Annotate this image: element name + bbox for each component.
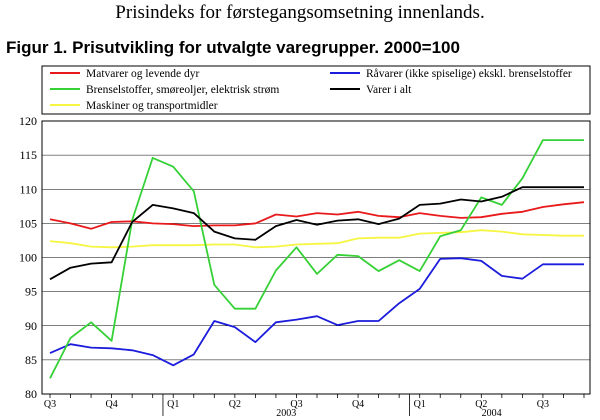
series-line [49, 139, 584, 379]
x-tick-label: Q4 [105, 399, 117, 410]
y-tick-label: 115 [19, 148, 37, 162]
y-tick-label: 80 [25, 387, 37, 401]
y-tick-label: 85 [25, 353, 37, 367]
legend-label: Brenselstoffer, smøreoljer, elektrisk st… [86, 84, 279, 96]
legend-label: Matvarer og levende dyr [86, 68, 200, 80]
legend-label: Råvarer (ikke spiselige) ekskl. brensels… [366, 67, 572, 80]
x-tick-label: Q3 [290, 399, 302, 410]
x-tick-label: Q1 [414, 399, 426, 410]
y-tick-label: 95 [25, 285, 37, 299]
year-label: 2004 [482, 408, 502, 419]
series-line [49, 229, 584, 249]
series-line [49, 257, 584, 367]
x-tick-label: Q2 [475, 399, 487, 410]
year-label: 2003 [276, 408, 296, 419]
legend-label: Varer i alt [366, 84, 412, 96]
y-tick-label: 105 [19, 216, 37, 230]
legend-box [41, 65, 591, 115]
y-tick-label: 100 [19, 251, 37, 265]
series-line [49, 186, 584, 281]
x-tick-label: Q3 [44, 399, 56, 410]
y-tick-label: 90 [25, 319, 37, 333]
series-line [49, 201, 585, 230]
x-tick-label: Q4 [352, 399, 364, 410]
legend-label: Maskiner og transportmidler [86, 100, 218, 112]
x-tick-label: Q3 [537, 399, 549, 410]
y-tick-label: 120 [19, 114, 37, 128]
page-heading: Prisindeks for førstegangsomsetning inne… [115, 2, 485, 23]
y-tick-label: 110 [19, 182, 37, 196]
x-tick-label: Q1 [167, 399, 179, 410]
chart-title: Figur 1. Prisutvikling for utvalgte vare… [6, 38, 460, 57]
x-tick-label: Q2 [229, 399, 241, 410]
